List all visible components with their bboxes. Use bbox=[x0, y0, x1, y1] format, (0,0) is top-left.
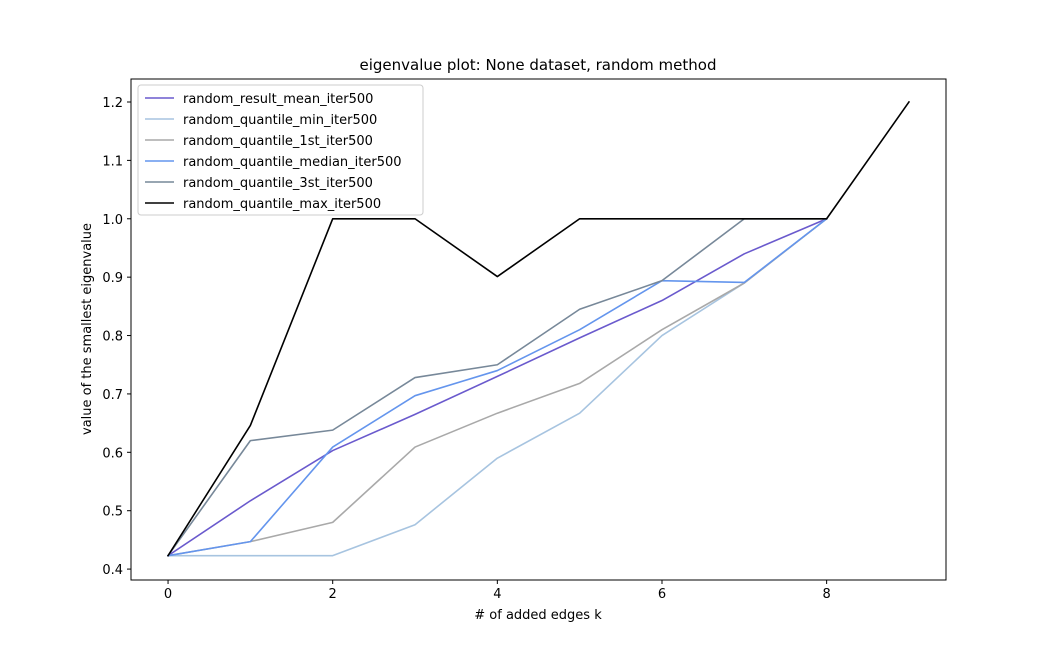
y-tick-label: 1.2 bbox=[102, 96, 123, 111]
y-tick-label: 0.5 bbox=[102, 505, 123, 520]
legend-label-4: random_quantile_median_iter500 bbox=[183, 155, 402, 170]
legend-label-6: random_quantile_max_iter500 bbox=[183, 197, 381, 212]
plot-area-frame bbox=[130, 78, 947, 581]
x-tick-label: 6 bbox=[658, 587, 666, 602]
chart-title: eigenvalue plot: None dataset, random me… bbox=[360, 56, 717, 74]
legend-label-2: random_quantile_min_iter500 bbox=[183, 113, 377, 128]
y-tick-label: 0.9 bbox=[102, 271, 123, 286]
legend-label-5: random_quantile_3st_iter500 bbox=[183, 176, 373, 191]
x-axis-ticks: 0 2 4 6 8 bbox=[164, 580, 831, 602]
legend-label-3: random_quantile_1st_iter500 bbox=[183, 134, 373, 149]
series-line-5 bbox=[166, 217, 828, 557]
y-tick-label: 0.4 bbox=[102, 563, 123, 578]
y-tick-label: 0.7 bbox=[102, 388, 123, 403]
series-line-3 bbox=[167, 217, 828, 557]
x-tick-label: 0 bbox=[164, 587, 172, 602]
plot-lines bbox=[166, 100, 911, 557]
series-line-4 bbox=[167, 217, 828, 557]
legend-box bbox=[137, 84, 424, 216]
legend-label-1: random_result_mean_iter500 bbox=[183, 92, 373, 107]
y-axis-label: value of the smallest eigenvalue bbox=[80, 223, 95, 435]
y-tick-label: 1.1 bbox=[102, 154, 123, 169]
series-line-2 bbox=[167, 217, 828, 557]
legend: random_result_mean_iter500 random_quantil… bbox=[137, 84, 424, 216]
y-tick-label: 0.8 bbox=[102, 330, 123, 345]
y-axis-ticks: 0.4 0.5 0.6 0.7 0.8 0.9 1.0 1.1 1.2 bbox=[102, 96, 131, 578]
x-tick-label: 4 bbox=[493, 587, 501, 602]
x-axis-label: # of added edges k bbox=[474, 608, 602, 623]
series-line-1 bbox=[166, 217, 828, 557]
series-line-6 bbox=[166, 100, 911, 557]
y-tick-label: 0.6 bbox=[102, 446, 123, 461]
x-tick-label: 8 bbox=[822, 587, 830, 602]
y-tick-label: 1.0 bbox=[102, 213, 123, 228]
x-tick-label: 2 bbox=[329, 587, 337, 602]
